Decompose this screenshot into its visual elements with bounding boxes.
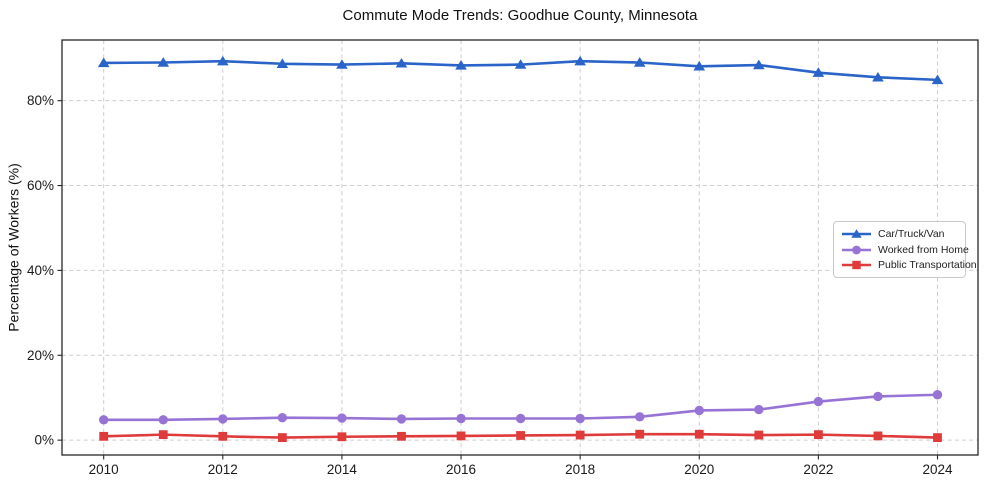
data-point-marker: [873, 391, 883, 402]
data-point-marker: [575, 430, 585, 440]
data-point-marker: [514, 59, 527, 69]
data-point-marker: [98, 415, 109, 425]
data-point-marker: [633, 57, 646, 67]
x-tick-label: 2020: [684, 462, 714, 477]
y-tick-label: 20%: [27, 348, 54, 363]
data-point-marker: [872, 71, 884, 82]
x-tick-label: 2010: [89, 462, 119, 477]
x-tick-label: 2024: [922, 462, 953, 477]
y-tick-label: 60%: [27, 178, 54, 193]
data-point-marker: [931, 74, 944, 85]
legend-label: Worked from Home: [878, 243, 969, 256]
legend-marker-square-icon: [842, 261, 871, 270]
axes-frame: [61, 39, 979, 456]
data-point-marker: [277, 412, 288, 423]
data-point-marker: [933, 433, 942, 443]
data-point-marker: [397, 431, 406, 441]
y-tick-label: 40%: [27, 263, 54, 278]
data-point-marker: [694, 429, 704, 439]
data-point-marker: [516, 431, 525, 440]
data-point-marker: [396, 414, 407, 424]
x-tick-label: 2012: [208, 462, 238, 477]
legend-marker: [852, 261, 861, 270]
data-point-marker: [754, 430, 764, 440]
data-point-marker: [158, 430, 168, 440]
legend-label: Public Transportation: [878, 259, 977, 272]
data-point-marker: [158, 415, 168, 425]
data-point-marker: [277, 433, 287, 443]
data-point-marker: [99, 431, 109, 441]
data-point-marker: [455, 60, 467, 70]
legend-marker: [851, 228, 862, 238]
data-point-marker: [932, 390, 943, 400]
legend-item-car-truck-van: Car/Truck/Van: [841, 228, 959, 240]
data-point-marker: [218, 431, 228, 441]
data-point-marker: [157, 57, 170, 67]
data-point-marker: [813, 396, 824, 407]
data-point-marker: [97, 57, 110, 68]
data-point-marker: [753, 59, 765, 70]
data-point-marker: [218, 414, 228, 424]
x-tick-label: 2018: [565, 462, 595, 477]
chart-title: Commute Mode Trends: Goodhue County, Min…: [342, 7, 698, 24]
y-tick-label: 80%: [27, 93, 54, 108]
x-tick-label: 2016: [446, 462, 476, 477]
x-tick-label: 2022: [803, 462, 833, 477]
data-point-marker: [693, 60, 706, 71]
data-point-marker: [574, 55, 586, 66]
data-point-marker: [635, 412, 645, 422]
legend-marker-triangle-icon: [842, 228, 871, 238]
data-point-marker: [812, 67, 825, 77]
data-point-marker: [873, 431, 883, 441]
data-point-marker: [337, 432, 347, 442]
data-point-marker: [754, 404, 764, 415]
data-point-marker: [395, 57, 408, 68]
data-point-marker: [336, 59, 348, 69]
data-point-marker: [217, 55, 229, 66]
data-point-marker: [694, 405, 704, 416]
data-point-marker: [276, 58, 289, 68]
legend: Car/Truck/Van Worked from Home Public Tr…: [833, 221, 977, 278]
legend-label: Car/Truck/Van: [878, 227, 945, 240]
data-point-marker: [456, 431, 466, 441]
legend-item-public-transportation: Public Transportation: [841, 259, 977, 271]
data-point-marker: [813, 430, 823, 440]
data-point-marker: [456, 413, 466, 424]
data-point-marker: [337, 413, 347, 423]
legend-item-worked-from-home: Worked from Home: [841, 244, 969, 256]
x-tick-label: 2014: [327, 462, 358, 477]
data-point-marker: [575, 413, 585, 424]
legend-marker-circle-icon: [842, 245, 871, 254]
y-tick-label: 0%: [34, 433, 54, 448]
data-point-marker: [515, 413, 526, 424]
data-point-marker: [635, 429, 645, 439]
legend-marker: [852, 245, 861, 254]
